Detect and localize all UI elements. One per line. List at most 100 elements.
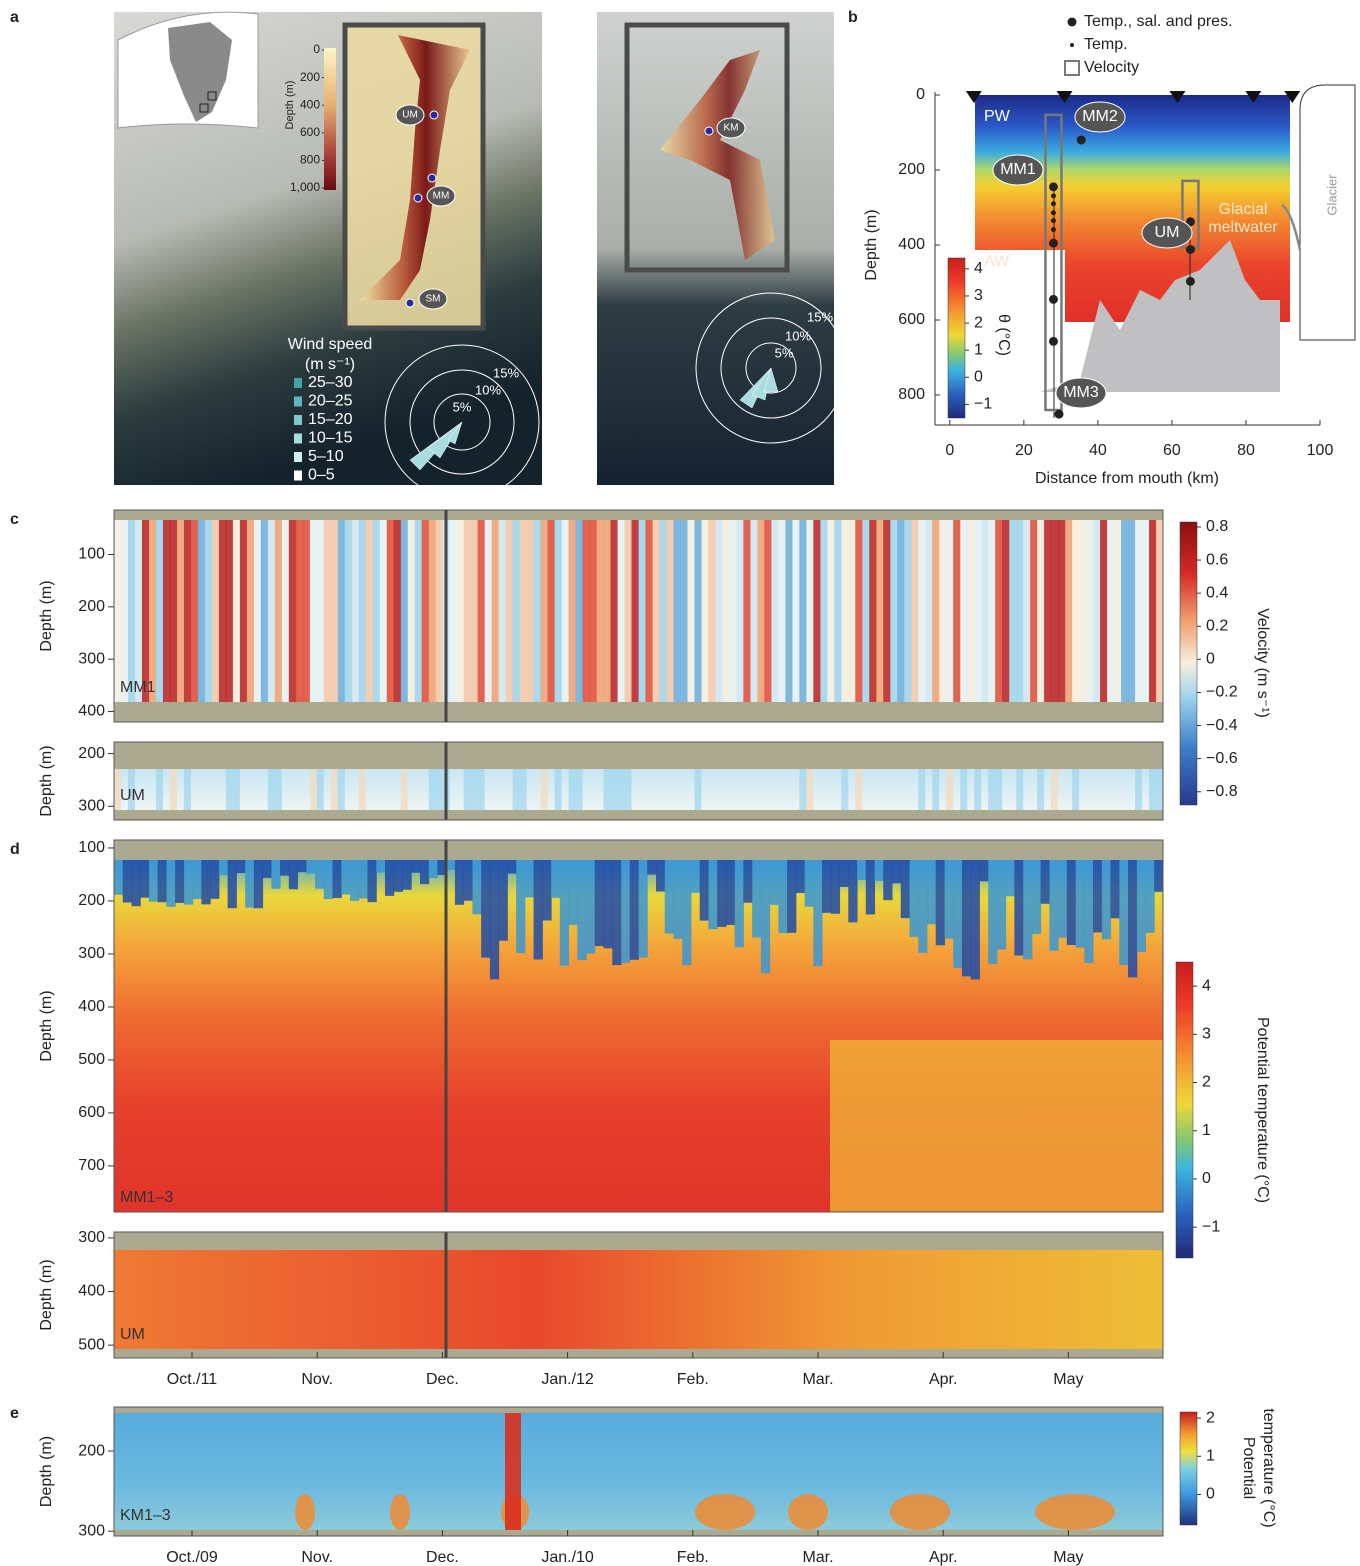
heatmap-texture [280, 860, 290, 876]
colorbar-tick-label: −1 [1202, 1218, 1220, 1235]
wind-swatch [294, 378, 302, 388]
heatmap-texture [367, 860, 377, 903]
heatmap-texture [176, 520, 185, 702]
heatmap-texture [918, 860, 928, 953]
heatmap-texture [944, 860, 954, 939]
glacier-shape [1299, 84, 1356, 341]
heatmap-texture [673, 860, 683, 939]
sensor-point [1185, 276, 1195, 286]
x-tick-label: Apr. [929, 1371, 957, 1388]
heatmap-texture [183, 860, 194, 905]
heatmap-texture [909, 860, 919, 937]
heatmap-texture [939, 520, 947, 702]
heatmap-texture [140, 860, 150, 898]
heatmap-texture [505, 520, 514, 702]
heatmap-texture [946, 769, 954, 810]
station-marker [1245, 91, 1262, 103]
colorbar-tick-label: 0 [1206, 651, 1215, 668]
y-tick-label: 0 [916, 86, 925, 103]
heatmap-texture [204, 520, 213, 702]
heatmap-texture [568, 860, 578, 925]
heatmap-texture [673, 520, 681, 702]
station-marker [965, 91, 982, 103]
colorbar-tick-label: 2 [974, 314, 983, 331]
y-axis-label: Depth (m) [38, 1259, 55, 1330]
heatmap-texture [295, 520, 304, 702]
colorbar-tick-label: 3 [974, 287, 983, 304]
colorbar-tick-label: 4 [1202, 977, 1211, 994]
heatmap-texture [1037, 520, 1045, 702]
x-tick-label: Nov. [301, 1549, 333, 1566]
heatmap-texture [750, 520, 758, 702]
heatmap-texture [1016, 520, 1024, 702]
heatmap-texture [337, 769, 345, 810]
heatmap-texture [1058, 860, 1068, 938]
x-tick-label: Jan./10 [541, 1549, 594, 1566]
panel-series-label: MM1 [120, 679, 156, 696]
heatmap-texture [481, 860, 491, 958]
wind-bin-label: 10–15 [308, 430, 353, 447]
colorbar-tick-label: 4 [974, 260, 983, 277]
heatmap-texture [874, 860, 884, 881]
heatmap-texture [995, 520, 1003, 702]
x-tick-label: 20 [1015, 442, 1033, 459]
heatmap-texture [841, 769, 849, 810]
heatmap-texture [218, 520, 227, 702]
sensor-point [1050, 193, 1056, 199]
heatmap-texture [1065, 520, 1073, 702]
heatmap-texture [734, 860, 744, 948]
heatmap-texture [1135, 520, 1143, 702]
y-tick-label: 200 [78, 892, 105, 909]
heatmap-texture [155, 520, 164, 702]
y-tick-label: 300 [78, 798, 105, 815]
heatmap-texture [393, 860, 403, 892]
heatmap-texture [1156, 520, 1164, 702]
heatmap-texture [393, 520, 402, 702]
heatmap-texture [799, 520, 807, 702]
heatmap-texture [1093, 520, 1101, 702]
colorbar-tick-label: 0 [974, 369, 983, 386]
heatmap-texture [799, 769, 807, 810]
water-mass-label: PW [984, 108, 1011, 125]
heatmap-texture [617, 520, 626, 702]
panel-label: e [10, 1405, 19, 1422]
colorbar-tick-label: −0.2 [1206, 684, 1238, 701]
y-axis-label: Depth (m) [38, 580, 55, 651]
heatmap-texture [477, 520, 486, 702]
heatmap-texture [561, 520, 570, 702]
y-tick-label: 200 [78, 1442, 105, 1459]
heatmap-texture [507, 860, 517, 874]
heatmap-texture [402, 860, 412, 890]
heatmap-texture [596, 520, 605, 702]
heatmap-texture [131, 860, 141, 907]
heatmap-texture [1142, 520, 1150, 702]
heatmap-texture [708, 520, 716, 702]
heatmap-texture [175, 860, 185, 903]
heatmap-texture [428, 520, 437, 702]
heatmap-texture [533, 860, 543, 960]
sensor-point [1054, 409, 1064, 419]
heatmap-texture [274, 769, 282, 810]
y-tick-label: 400 [78, 998, 105, 1015]
heatmap-texture [559, 860, 570, 966]
wind-swatch [294, 415, 302, 425]
plot-frame [113, 839, 1164, 1213]
meltwater-label: meltwater [1208, 219, 1278, 236]
heatmap-texture [717, 860, 727, 927]
heatmap-texture [232, 520, 241, 702]
heatmap-texture [830, 1040, 1163, 1212]
heatmap-texture [400, 769, 408, 810]
heatmap-texture [827, 520, 835, 702]
heatmap-texture [645, 520, 653, 702]
heatmap-texture [1072, 769, 1080, 810]
heatmap-texture [967, 520, 975, 702]
heatmap-texture [617, 769, 625, 810]
panel-series-label: KM1–3 [120, 1507, 171, 1524]
rose-ring-label: 5% [453, 399, 472, 414]
heatmap-texture [904, 520, 912, 702]
heatmap-texture [788, 1494, 828, 1530]
heatmap-texture [309, 520, 318, 702]
heatmap-texture [862, 520, 870, 702]
heatmap-texture [379, 520, 388, 702]
heatmap-texture [1156, 769, 1163, 810]
